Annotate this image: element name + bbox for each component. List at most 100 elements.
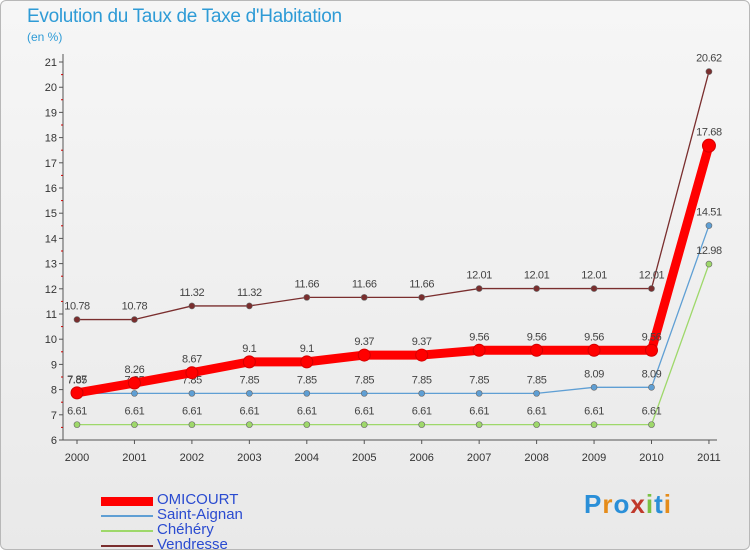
x-tick-label: 2010 xyxy=(639,452,663,464)
data-label: 8.09 xyxy=(584,368,604,380)
y-tick-label: 15 xyxy=(45,208,57,220)
y-tick-label: 14 xyxy=(45,233,57,245)
data-label: 9.56 xyxy=(469,331,489,343)
legend-label: Vendresse xyxy=(157,536,228,550)
chart-title: Evolution du Taux de Taxe d'Habitation xyxy=(27,6,342,27)
data-label: 7.85 xyxy=(297,374,317,386)
data-label: 6.61 xyxy=(527,406,547,418)
data-point xyxy=(530,343,544,357)
x-tick-label: 2001 xyxy=(122,452,146,464)
data-point xyxy=(242,355,256,369)
x-tick-label: 2005 xyxy=(352,452,376,464)
data-point xyxy=(590,421,598,428)
data-label: 6.61 xyxy=(642,406,662,418)
data-point xyxy=(590,285,598,292)
legend-swatch xyxy=(101,496,153,506)
data-label: 11.66 xyxy=(352,278,377,290)
data-point xyxy=(705,260,713,268)
data-point xyxy=(73,421,81,428)
data-label: 6.61 xyxy=(354,406,374,418)
data-label: 9.1 xyxy=(300,343,314,355)
data-point xyxy=(418,421,426,428)
x-tick-label: 2009 xyxy=(582,452,606,464)
data-label: 7.85 xyxy=(412,374,432,386)
data-label: 11.66 xyxy=(409,278,434,290)
legend-swatch xyxy=(101,530,153,532)
data-point xyxy=(131,316,138,323)
legend-label: Chéhéry xyxy=(157,521,214,538)
y-tick-label: 6 xyxy=(51,435,57,447)
data-point xyxy=(705,222,713,229)
data-point xyxy=(587,343,601,357)
data-point xyxy=(533,285,540,292)
y-tick-label: 20 xyxy=(45,82,57,94)
data-point xyxy=(188,302,196,310)
data-point xyxy=(360,421,368,428)
logo-letter: i xyxy=(645,489,655,519)
logo-letter: P xyxy=(584,489,603,519)
x-tick-label: 2000 xyxy=(65,452,89,464)
data-point xyxy=(246,302,253,310)
data-point xyxy=(418,294,426,301)
y-tick-label: 16 xyxy=(45,183,57,195)
data-label: 6.61 xyxy=(412,406,432,418)
legend-swatch xyxy=(101,515,153,517)
data-point xyxy=(303,421,311,428)
data-point xyxy=(472,343,486,357)
data-point xyxy=(648,421,655,428)
data-point xyxy=(648,285,655,292)
data-point xyxy=(533,390,540,397)
data-point xyxy=(303,294,311,301)
series-line-omicourt xyxy=(72,141,714,398)
logo-letter: t xyxy=(654,489,664,519)
data-label: 9.56 xyxy=(584,331,604,343)
data-point xyxy=(300,355,314,369)
data-label: 9.37 xyxy=(354,336,374,348)
data-label: 10.78 xyxy=(64,301,90,313)
data-point xyxy=(705,68,713,75)
data-point xyxy=(131,421,138,428)
data-label: 6.61 xyxy=(239,406,259,418)
x-tick-label: 2004 xyxy=(295,452,319,464)
data-label: 11.32 xyxy=(180,287,205,299)
y-tick-label: 13 xyxy=(45,259,57,271)
legend-swatch xyxy=(101,545,153,547)
proxiti-logo: Proxiti xyxy=(584,489,672,520)
y-tick-label: 12 xyxy=(45,284,57,296)
legend-label: OMICOURT xyxy=(157,491,239,508)
data-point xyxy=(188,390,196,397)
data-label: 12.01 xyxy=(639,270,665,282)
data-label: 11.66 xyxy=(294,278,319,290)
data-label: 9.56 xyxy=(527,331,547,343)
data-point xyxy=(415,348,429,362)
y-tick-label: 19 xyxy=(45,107,57,119)
logo-letter: r xyxy=(602,489,614,519)
data-label: 6.61 xyxy=(297,406,317,418)
legend-label: Saint-Aignan xyxy=(157,506,243,523)
y-tick-label: 17 xyxy=(45,158,57,170)
data-label: 6.61 xyxy=(584,406,604,418)
data-label: 17.68 xyxy=(696,127,722,139)
data-label: 11.32 xyxy=(237,287,262,299)
data-point xyxy=(360,390,368,397)
y-tick-label: 9 xyxy=(51,359,57,371)
data-point xyxy=(418,390,426,397)
data-label: 7.87 xyxy=(67,374,87,386)
logo-letter: i xyxy=(663,489,672,519)
data-point xyxy=(303,390,311,397)
data-label: 7.85 xyxy=(67,374,87,386)
data-point xyxy=(357,348,371,362)
data-label: 7.85 xyxy=(354,374,374,386)
data-label: 12.01 xyxy=(466,270,492,282)
x-tick-label: 2007 xyxy=(467,452,491,464)
data-point xyxy=(127,376,141,390)
chart-subtitle: (en %) xyxy=(27,30,63,44)
y-tick-label: 18 xyxy=(45,133,57,145)
data-label: 6.61 xyxy=(125,406,145,418)
y-tick-label: 8 xyxy=(51,385,57,397)
series-line-saint-aignan xyxy=(76,224,710,395)
x-tick-label: 2003 xyxy=(237,452,261,464)
data-label: 12.98 xyxy=(696,245,722,257)
data-label: 8.67 xyxy=(182,354,202,366)
